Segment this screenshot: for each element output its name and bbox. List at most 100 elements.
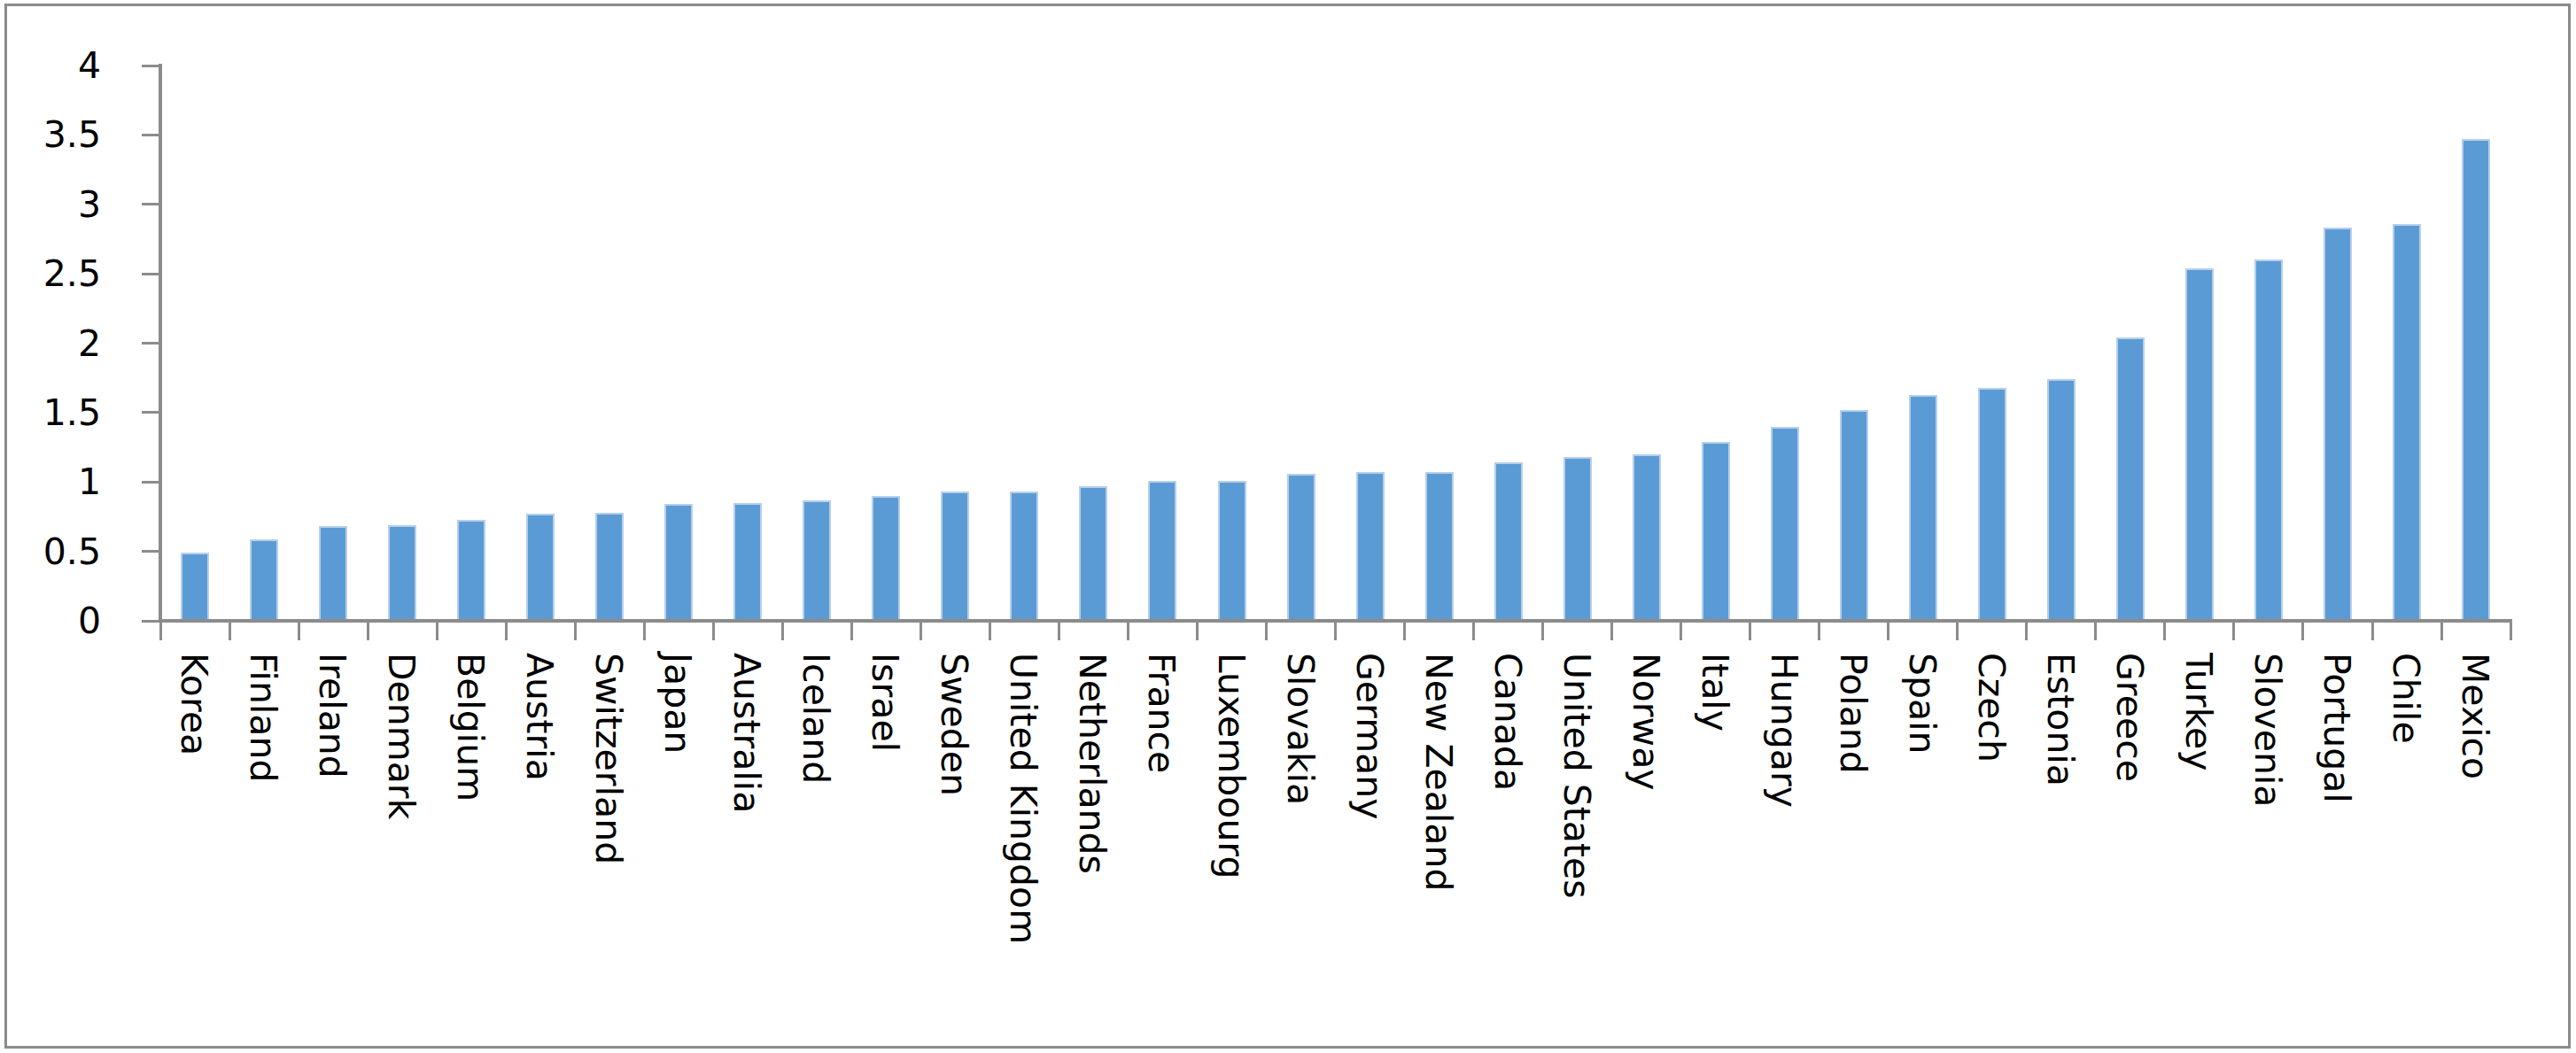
y-tick-label-1: 1 — [0, 459, 101, 505]
x-label-united-states: United States — [1558, 653, 1594, 899]
x-label-italy: Italy — [1696, 653, 1733, 732]
x-label-sweden: Sweden — [935, 653, 972, 796]
x-tick-mark — [1541, 619, 1544, 640]
x-label-greece: Greece — [2111, 653, 2147, 782]
x-label-iceland: Iceland — [797, 653, 834, 784]
x-tick-mark — [1334, 619, 1337, 640]
x-tick-mark — [2371, 619, 2374, 640]
x-label-france: France — [1143, 653, 1179, 773]
x-tick-mark — [919, 619, 922, 640]
y-tick-mark — [142, 273, 160, 275]
x-tick-mark — [1196, 619, 1199, 640]
x-tick-mark — [2440, 619, 2443, 640]
x-label-luxembourg: Luxembourg — [1213, 653, 1249, 879]
x-tick-mark — [298, 619, 300, 640]
x-label-united-kingdom: United Kingdom — [1005, 653, 1041, 944]
bar-sweden — [941, 492, 969, 621]
bar-germany — [1356, 472, 1385, 621]
x-tick-mark — [2163, 619, 2166, 640]
x-tick-mark — [1403, 619, 1406, 640]
y-tick-mark — [142, 620, 160, 623]
x-label-hungary: Hungary — [1765, 653, 1802, 808]
bar-portugal — [2324, 228, 2352, 621]
x-tick-mark — [712, 619, 715, 640]
x-label-slovakia: Slovakia — [1282, 653, 1318, 805]
bar-canada — [1494, 462, 1523, 621]
bar-estonia — [2047, 379, 2076, 621]
bar-ireland — [319, 526, 347, 621]
y-tick-label-3-5: 3.5 — [0, 112, 101, 158]
y-tick-label-4: 4 — [0, 43, 101, 89]
x-label-turkey: Turkey — [2180, 653, 2216, 770]
y-tick-mark — [142, 342, 160, 345]
x-tick-mark — [1887, 619, 1889, 640]
bar-italy — [1702, 442, 1730, 621]
bar-mexico — [2462, 139, 2490, 621]
x-tick-mark — [2025, 619, 2028, 640]
bar-hungary — [1771, 427, 1799, 621]
x-label-portugal: Portugal — [2318, 653, 2355, 803]
x-tick-mark — [505, 619, 508, 640]
x-label-chile: Chile — [2387, 653, 2424, 744]
x-tick-mark — [1610, 619, 1613, 640]
y-tick-mark — [142, 411, 160, 414]
bar-turkey — [2185, 268, 2214, 621]
bar-finland — [250, 539, 278, 622]
bar-chile — [2393, 224, 2421, 621]
x-tick-mark — [643, 619, 646, 640]
x-tick-mark — [436, 619, 438, 640]
x-label-israel: Israel — [866, 653, 903, 752]
y-tick-mark — [142, 203, 160, 205]
x-tick-mark — [367, 619, 369, 640]
x-label-czech: Czech — [1973, 653, 2009, 763]
x-tick-mark — [2094, 619, 2097, 640]
bar-iceland — [803, 500, 831, 621]
bar-australia — [733, 503, 762, 621]
y-tick-label-2-5: 2.5 — [0, 251, 101, 297]
y-tick-mark — [142, 65, 160, 67]
bar-norway — [1633, 454, 1661, 621]
x-label-slovenia: Slovenia — [2249, 653, 2285, 808]
bar-czech — [1978, 388, 2006, 621]
bar-switzerland — [595, 513, 624, 621]
bar-slovenia — [2254, 259, 2283, 621]
x-tick-mark — [1749, 619, 1751, 640]
bar-korea — [181, 553, 209, 621]
x-tick-mark — [1818, 619, 1820, 640]
x-label-denmark: Denmark — [383, 653, 419, 819]
y-tick-label-0-5: 0.5 — [0, 529, 101, 575]
x-label-canada: Canada — [1489, 653, 1525, 791]
x-tick-mark — [781, 619, 784, 640]
bar-luxembourg — [1218, 481, 1246, 621]
bar-greece — [2116, 337, 2145, 621]
x-tick-mark — [1265, 619, 1268, 640]
y-tick-label-0: 0 — [0, 598, 101, 644]
x-tick-mark — [2232, 619, 2235, 640]
chart-canvas: 00.511.522.533.54 KoreaFinlandIrelandDen… — [0, 0, 2576, 1053]
x-label-netherlands: Netherlands — [1074, 653, 1110, 874]
x-label-ireland: Ireland — [314, 653, 350, 778]
bar-spain — [1909, 395, 1937, 622]
x-tick-mark — [1680, 619, 1682, 640]
x-label-germany: Germany — [1351, 653, 1387, 819]
bar-united-states — [1563, 457, 1592, 621]
x-tick-mark — [2510, 619, 2512, 640]
x-tick-mark — [989, 619, 991, 640]
x-tick-mark — [2301, 619, 2304, 640]
bar-poland — [1840, 410, 1868, 621]
x-label-finland: Finland — [244, 653, 281, 783]
x-label-poland: Poland — [1835, 653, 1871, 774]
x-label-belgium: Belgium — [452, 653, 488, 801]
x-tick-mark — [574, 619, 577, 640]
bar-france — [1148, 481, 1176, 621]
x-label-new-zealand: New Zealand — [1420, 653, 1456, 891]
x-label-austria: Austria — [521, 653, 557, 781]
bar-japan — [664, 504, 693, 621]
y-tick-mark — [142, 481, 160, 484]
x-label-mexico: Mexico — [2456, 653, 2493, 779]
x-label-estonia: Estonia — [2042, 653, 2078, 786]
x-tick-mark — [1956, 619, 1959, 640]
x-label-japan: Japan — [659, 653, 695, 754]
bar-new-zealand — [1425, 472, 1454, 621]
x-label-spain: Spain — [1904, 653, 1940, 755]
